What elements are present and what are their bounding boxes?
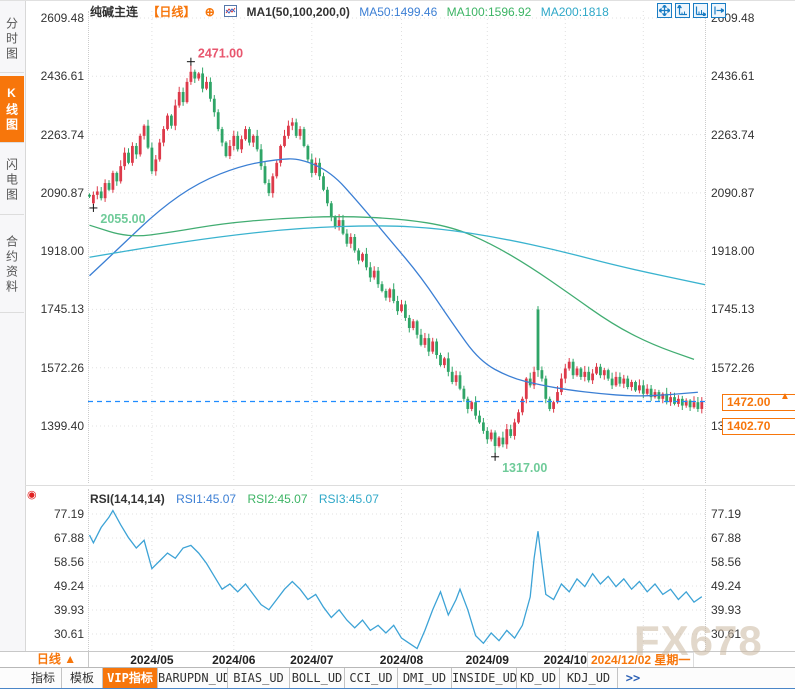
price-axis-tick: 1745.13 [711, 302, 755, 316]
date-label: 2024/08 [379, 653, 424, 667]
rsi-title[interactable]: RSI(14,14,14) [90, 492, 165, 506]
price-axis-tick: 1572.26 [711, 361, 755, 375]
ma100-value: MA100:1596.92 [446, 4, 532, 19]
last-price-tag: 1472.00 [722, 394, 795, 411]
rsi-settings-icon[interactable]: ◉ [27, 489, 37, 501]
date-label: 2024/06 [212, 653, 256, 667]
price-axis-tick: 2609.48 [40, 11, 84, 25]
panel-divider [25, 485, 795, 486]
toolbar-tab-kd_ud[interactable]: KD_UD [517, 668, 560, 688]
rsi-axis-tick: 49.24 [53, 579, 84, 593]
price-extreme-annotation: 2055.00 [100, 212, 145, 226]
toolbar-tab-bias_ud[interactable]: BIAS_UD [228, 668, 290, 688]
price-axis-tick: 1572.26 [40, 361, 84, 375]
price-axis-tick: 2263.74 [711, 128, 755, 142]
time-axis: 日线 ▲ 2024/12/02 星期一 2024/05 2024/06 2024/0… [0, 651, 795, 668]
price-axis-tick: 2090.87 [40, 186, 84, 200]
rsi1-value: RSI1:45.07 [176, 492, 237, 506]
ma200-value: MA200:1818 [540, 4, 609, 19]
price-axis-tick: 1918.00 [711, 244, 755, 258]
rsi-axis-tick: 58.56 [711, 555, 742, 569]
price-axis-tick: 1745.13 [40, 302, 84, 316]
scroll-to-latest-arrow[interactable]: ▲ [780, 391, 790, 402]
price-axis-tick: 2436.61 [711, 69, 755, 83]
current-date-label: 2024/12/02 星期一 [587, 652, 695, 668]
price-extreme-annotation: 2471.00 [198, 47, 243, 61]
toolbar-tab-barupdn_ud[interactable]: BARUPDN_UD [158, 668, 228, 688]
rsi-axis-tick: 67.88 [53, 531, 84, 545]
date-label: 2024/10 [543, 653, 587, 667]
ma-settings-label[interactable]: MA1(50,100,200,0) [246, 4, 350, 19]
chart-mode-sidebar: 分时图 K线图闪电图合约资料 [0, 1, 26, 651]
rsi-axis-tick: 39.93 [53, 603, 84, 617]
rsi-axis-tick: 77.19 [53, 507, 84, 521]
price-axis-tick: 2090.87 [711, 186, 755, 200]
toolbar-tab-dmi_ud[interactable]: DMI_UD [398, 668, 452, 688]
add-indicator-icon[interactable]: ⊕ [204, 4, 215, 19]
rsi-axis-tick: 49.24 [711, 579, 742, 593]
price-axis-tick: 1918.00 [40, 244, 84, 258]
date-label: 2024/07 [290, 653, 334, 667]
price-extreme-annotation: 1317.00 [502, 461, 547, 475]
more-indicators-button[interactable]: >> [625, 671, 641, 685]
sidebar-item-kline-chart[interactable]: K线图 [0, 76, 24, 143]
crosshair-tool-icon[interactable] [657, 3, 672, 18]
chart-toolbar [657, 3, 726, 18]
x-axis-zoom-icon[interactable] [693, 3, 708, 18]
date-label: 2024/09 [465, 653, 509, 667]
toolbar-tab-inside_ud[interactable]: INSIDE_UD [452, 668, 517, 688]
rsi3-value: RSI3:45.07 [318, 492, 379, 506]
toolbar-tab-模板[interactable]: 模板 [62, 668, 103, 688]
toolbar-tab-boll_ud[interactable]: BOLL_UD [290, 668, 345, 688]
period-label: 【日线】 [147, 5, 196, 19]
toolbar-tab-指标[interactable]: 指标 [25, 668, 62, 688]
toolbar-tab-cci_ud[interactable]: CCI_UD [345, 668, 398, 688]
toolbar-tab-vip指标[interactable]: VIP指标 [103, 668, 158, 688]
rsi-axis-tick: 30.61 [53, 627, 84, 641]
rsi-chart[interactable] [88, 489, 705, 651]
indicator-toolbar: 指标 模板 VIP指标 BARUPDN_UD BIAS_UD BOLL_UD CCI_UD D… [0, 667, 795, 689]
price-axis-tick: 1399.40 [40, 419, 84, 433]
sidebar-item-contract-info[interactable]: 合约资料 [0, 218, 24, 313]
toolbar-tab-kdj_ud[interactable]: KDJ_UD [560, 668, 618, 688]
chart-type-icon[interactable] [224, 4, 238, 20]
rsi-axis-tick: 77.19 [711, 507, 742, 521]
secondary-price-tag: 1402.70 [722, 418, 795, 435]
main-price-chart[interactable]: 2471.00 2055.00 1317.00 [88, 11, 705, 483]
main-chart-header: 纯碱主连 【日线】 ⊕ MA1(50,100,200,0) MA50:1499.… [90, 3, 615, 20]
exit-chart-icon[interactable] [711, 3, 726, 18]
date-label: 2024/05 [130, 653, 174, 667]
rsi-axis-tick: 58.56 [53, 555, 84, 569]
price-axis-tick: 2436.61 [40, 69, 84, 83]
sidebar-item-time-chart[interactable]: 分时图 [0, 6, 24, 73]
ma50-value: MA50:1499.46 [359, 4, 438, 19]
price-axis-tick: 2263.74 [40, 128, 84, 142]
rsi-axis-tick: 30.61 [711, 627, 742, 641]
period-selector[interactable]: 日线 ▲ [25, 652, 89, 667]
rsi-panel-header: RSI(14,14,14) RSI1:45.07 RSI2:45.07 RSI3… [90, 492, 387, 506]
rsi-axis-tick: 39.93 [711, 603, 742, 617]
symbol-title: 纯碱主连 [90, 5, 139, 19]
y-axis-zoom-icon[interactable] [675, 3, 690, 18]
sidebar-item-flash-chart[interactable]: 闪电图 [0, 146, 24, 215]
rsi-axis-tick: 67.88 [711, 531, 742, 545]
rsi2-value: RSI2:45.07 [247, 492, 308, 506]
